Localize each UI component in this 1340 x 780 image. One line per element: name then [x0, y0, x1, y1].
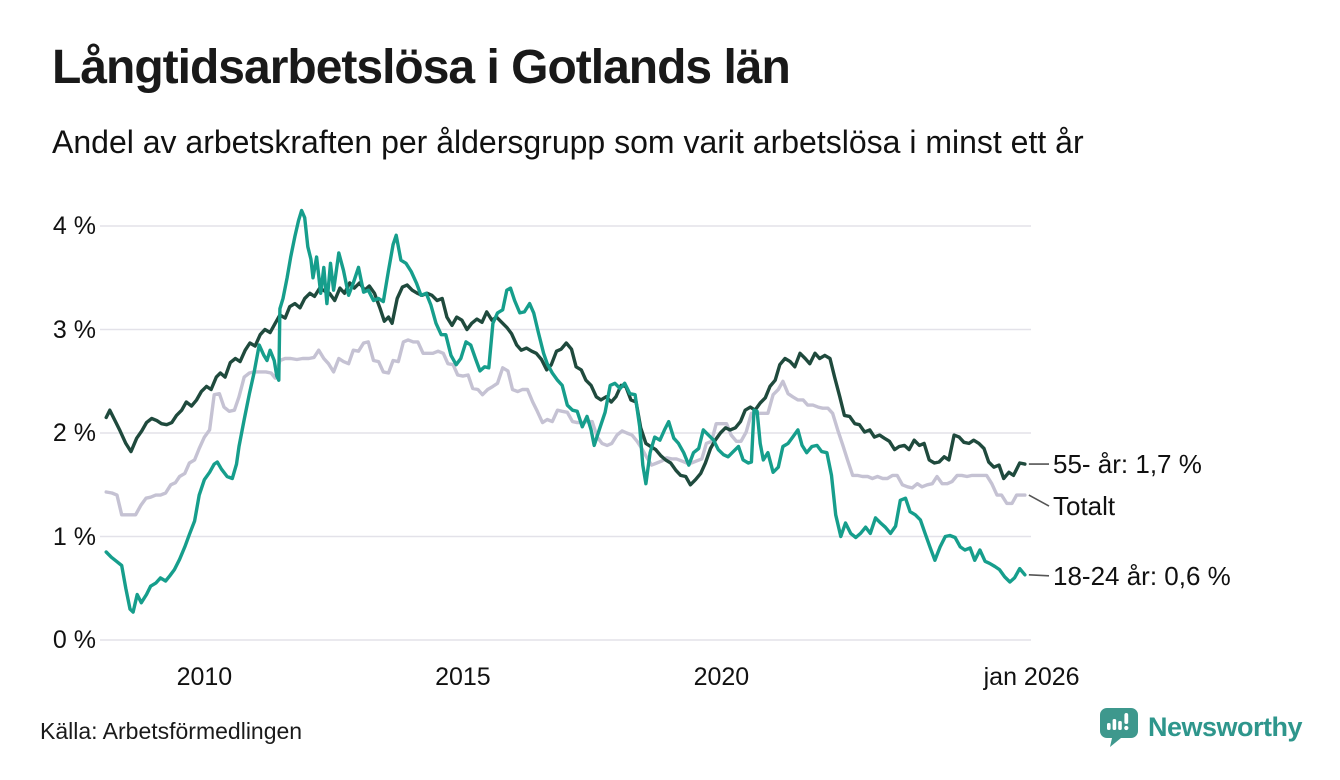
series-line-18-24-år	[104, 208, 1027, 614]
series-line-totalt	[104, 338, 1027, 517]
x-tick-label: 2010	[176, 663, 233, 691]
chart-speech-bubble-icon	[1099, 708, 1138, 747]
y-tick-label: 0 %	[52, 626, 96, 654]
x-tick-label: 2020	[693, 663, 750, 691]
y-tick-label: 2 %	[52, 419, 96, 447]
series-end-label-18-24-ar: 18-24 år: 0,6 %	[1053, 560, 1231, 591]
chart-subtitle: Andel av arbetskraften per åldersgrupp s…	[52, 124, 1084, 160]
series-end-label-totalt: Totalt	[1053, 491, 1116, 522]
source-note: Källa: Arbetsförmedlingen	[40, 718, 303, 744]
x-tick-label: jan 2026	[983, 663, 1080, 691]
page-title: Långtidsarbetslösa i Gotlands län	[52, 41, 791, 94]
newsworthy-logo: Newsworthy	[1098, 706, 1303, 748]
label-connector	[1028, 573, 1050, 577]
series-end-label-55-ar: 55- år: 1,7 %	[1053, 449, 1202, 480]
x-tick-label: 2015	[435, 663, 491, 691]
y-tick-label: 3 %	[52, 315, 96, 344]
label-connector	[1028, 494, 1050, 507]
y-tick-label: 1 %	[52, 522, 96, 551]
series-line-55-år	[104, 281, 1027, 487]
y-tick-label: 4 %	[52, 212, 96, 240]
newsworthy-wordmark: Newsworthy	[1147, 711, 1303, 742]
